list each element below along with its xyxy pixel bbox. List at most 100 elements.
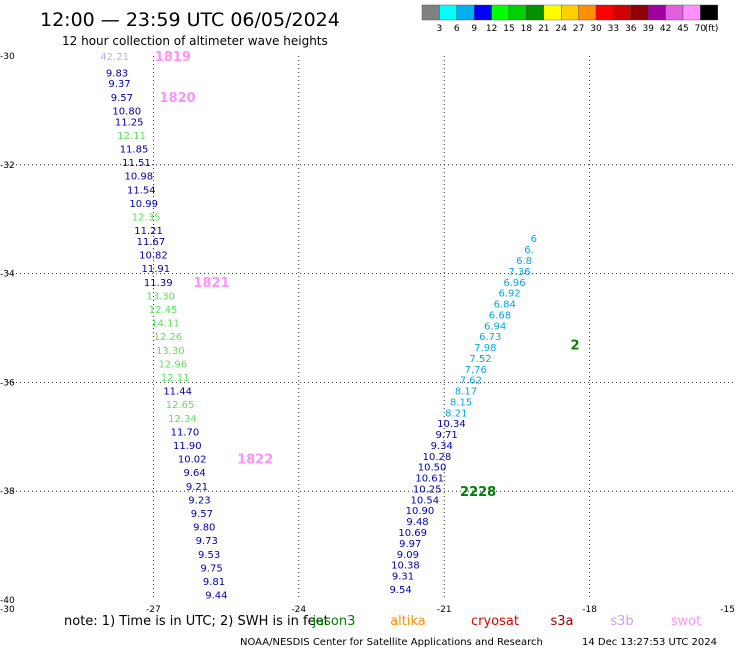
time-labels: 1819 1820 1821 1822 2228 2 <box>155 50 580 500</box>
wave-height-point: 12.11 <box>117 131 146 142</box>
wave-height-point: 12.45 <box>149 305 178 316</box>
wave-height-point: 9.64 <box>183 468 205 479</box>
y-tick-label: -30 <box>0 52 15 62</box>
footer-credit: NOAA/NESDIS Center for Satellite Applica… <box>240 637 543 648</box>
wave-height-point: 13.30 <box>156 346 185 357</box>
wave-height-point: 6.73 <box>479 332 501 343</box>
wave-height-point: 9.75 <box>200 563 222 574</box>
x-tick-label: -30 <box>0 605 15 615</box>
footer-timestamp: 14 Dec 13:27:53 UTC 2024 <box>582 637 717 648</box>
legend-tick-label: 70 <box>695 24 707 34</box>
y-tick-label: -32 <box>0 161 15 171</box>
wave-height-point: 10.28 <box>423 452 452 463</box>
wave-height-point: 7.36 <box>508 267 530 278</box>
wave-height-point: 6.96 <box>503 278 525 289</box>
wave-height-point: 9.97 <box>399 539 421 550</box>
wave-height-point: 11.39 <box>144 278 173 289</box>
wave-height-point: 9.57 <box>111 93 133 104</box>
satellite-name-altika: altika <box>390 614 426 629</box>
legend-tick-label: 45 <box>677 24 688 34</box>
footer-note: note: 1) Time is in UTC; 2) SWH is in fe… <box>64 614 329 629</box>
wave-height-point: 7.98 <box>474 343 496 354</box>
wave-height-point: 10.69 <box>398 528 427 539</box>
wave-height-point: 42.21 <box>100 52 129 63</box>
wave-height-point: 9.81 <box>203 577 225 588</box>
x-tick-label: -18 <box>582 605 597 615</box>
legend-tick-label: 24 <box>555 24 567 34</box>
legend-swatch <box>578 4 597 21</box>
legend-tick-label: 30 <box>590 24 602 34</box>
x-tick-label: -24 <box>291 605 306 615</box>
legend-swatch <box>456 4 475 21</box>
pass-time-label: 1821 <box>193 276 229 291</box>
satellite-name-swot: swot <box>671 614 701 629</box>
legend-tick-label: 33 <box>608 24 619 34</box>
legend-swatch <box>491 4 510 21</box>
wave-height-point: 11.25 <box>115 117 144 128</box>
wave-height-point: 10.34 <box>437 419 466 430</box>
satellite-legend: jason3 altika cryosat s3a s3b swot <box>312 614 702 629</box>
y-axis-ticks: -30 -32 -34 -36 -38 -40 <box>0 52 15 606</box>
wave-height-point: 9.09 <box>397 550 419 561</box>
wave-height-point: 10.25 <box>413 484 442 495</box>
wave-height-point: 6. <box>524 245 534 256</box>
legend-tick-label: 18 <box>521 24 533 34</box>
wave-height-point: 12.34 <box>168 414 197 425</box>
wave-height-point: 9.80 <box>193 523 215 534</box>
wave-height-point: 13.30 <box>146 291 175 302</box>
wave-height-point: 9.34 <box>431 441 453 452</box>
chart-title: 12:00 — 23:59 UTC 06/05/2024 <box>40 9 340 31</box>
legend-swatch <box>526 4 545 21</box>
wave-height-point: 7.62 <box>460 376 482 387</box>
legend-tick-label: 9 <box>471 24 477 34</box>
wave-height-point: 8.17 <box>455 387 477 398</box>
legend-swatch <box>561 4 579 21</box>
legend-tick-label: 6 <box>454 24 460 34</box>
pass-time-label: 1820 <box>160 91 196 106</box>
wave-height-point: 9.57 <box>191 509 213 520</box>
legend-tick-label: 21 <box>538 24 549 34</box>
wave-height-point: 9.54 <box>389 585 411 596</box>
legend-swatch <box>682 4 701 21</box>
y-tick-label: -38 <box>0 487 15 497</box>
wave-height-point: 10.99 <box>129 199 158 210</box>
wave-height-point: 9.44 <box>205 591 227 602</box>
chart-subtitle: 12 hour collection of altimeter wave hei… <box>62 34 328 48</box>
legend-swatch <box>508 4 527 21</box>
y-tick-label: -36 <box>0 378 15 388</box>
wave-height-color-legend: 3 6 9 12 15 18 21 24 27 30 33 36 39 42 45 70(ft) <box>421 4 718 34</box>
legend-tick-label: 36 <box>625 24 637 34</box>
satellite-name-s3a: s3a <box>550 614 573 629</box>
wave-height-point: 6.92 <box>498 289 520 300</box>
wave-height-point: 10.90 <box>406 506 435 517</box>
wave-height-point: 12.96 <box>158 359 187 370</box>
legend-tick-label: 3 <box>437 24 443 34</box>
wave-height-point: 9.21 <box>186 482 208 493</box>
wave-height-point: 10.98 <box>125 172 154 183</box>
legend-swatch <box>648 4 666 21</box>
wave-height-point: 12.35 <box>132 212 161 223</box>
legend-swatch <box>474 4 492 21</box>
wave-height-point: 10.61 <box>415 474 444 485</box>
legend-swatch <box>439 4 457 21</box>
y-tick-label: -40 <box>0 596 15 606</box>
wave-height-point: 9.53 <box>198 550 220 561</box>
wave-height-point: 11.70 <box>171 427 200 438</box>
wave-height-point: 11.85 <box>120 144 149 155</box>
wave-height-point: 11.90 <box>173 441 202 452</box>
legend-swatch <box>421 4 440 21</box>
wave-height-point: 12.11 <box>161 373 190 384</box>
wave-height-point: 10.54 <box>410 495 439 506</box>
wave-height-point: 6.68 <box>489 310 511 321</box>
satellite-name-s3b: s3b <box>610 614 633 629</box>
legend-swatch <box>665 4 684 21</box>
pass-time-label: 1819 <box>155 50 191 65</box>
wave-height-point: 11.44 <box>163 387 192 398</box>
wave-height-point: 11.54 <box>127 185 156 196</box>
legend-tick-label: 39 <box>642 24 654 34</box>
x-tick-label: -27 <box>146 605 161 615</box>
plot-grid <box>8 56 735 600</box>
legend-swatch <box>613 4 632 21</box>
